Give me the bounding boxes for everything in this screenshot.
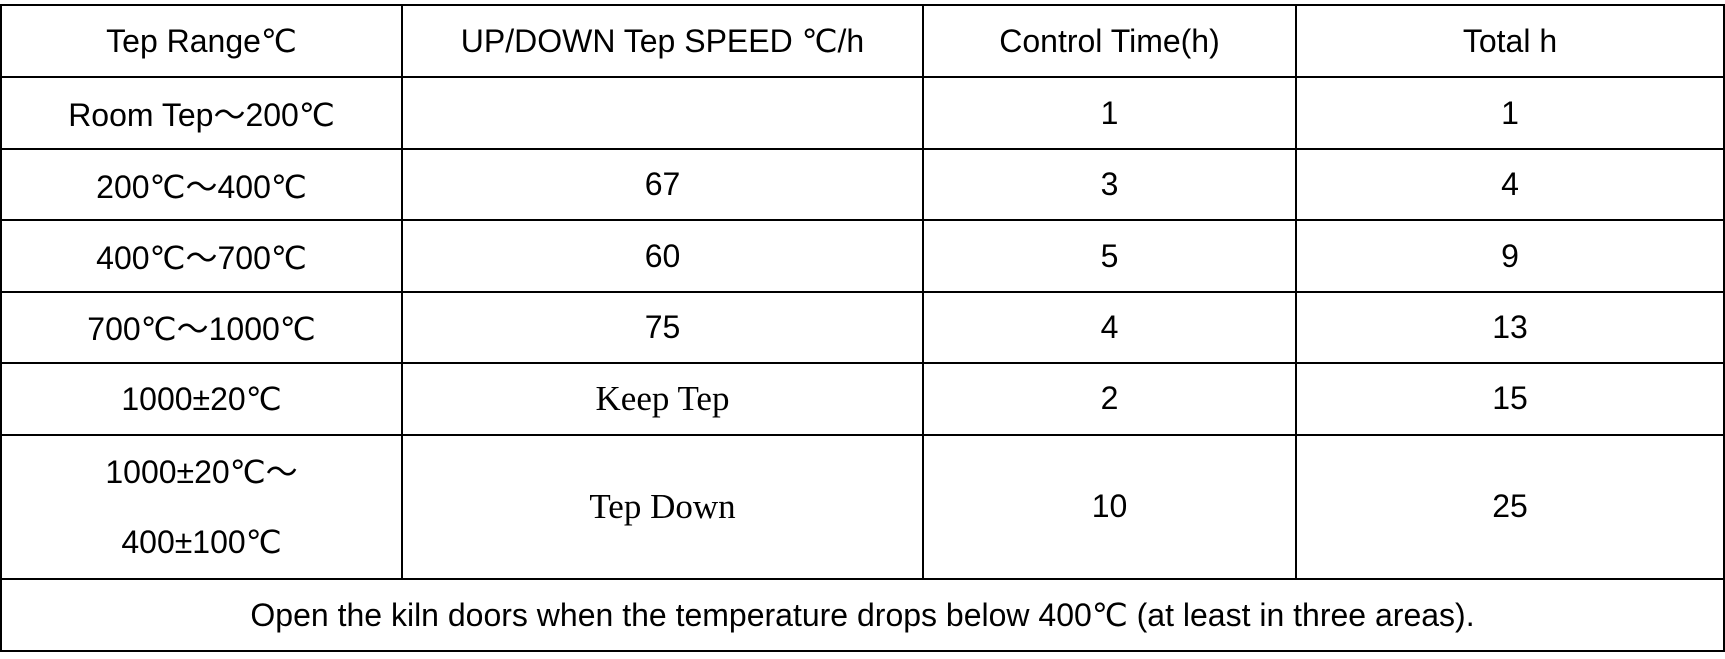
cell-total-hours: 13 [1295,290,1725,365]
kiln-firing-schedule: Tep Range℃ UP/DOWN Tep SPEED ℃/h Control… [0,3,1725,653]
table-row: 200℃～400℃ 67 3 4 [0,147,1725,222]
cell-control-time: 5 [922,219,1297,293]
cell-temperature-range: 400℃～700℃ [0,219,403,293]
table-row: 700℃～1000℃ 75 4 13 [0,290,1725,365]
table-row: 400℃～700℃ 60 5 9 [0,219,1725,293]
cell-speed: 67 [401,147,924,222]
cell-temperature-range: 1000±20℃ [0,362,403,436]
footer-note: Open the kiln doors when the temperature… [0,577,1725,653]
header-control-time: Control Time(h) [922,3,1297,79]
cell-temperature-range: 700℃～1000℃ [0,290,403,365]
cell-total-hours: 25 [1295,433,1725,580]
range-line-2: 400±100℃ [121,523,282,560]
cell-control-time: 4 [922,290,1297,365]
cell-temperature-range: 1000±20℃～ 400±100℃ [0,433,403,580]
cell-speed: 60 [401,219,924,293]
table-row: 1000±20℃ Keep Tep 2 15 [0,362,1725,436]
header-total-hours: Total h [1295,3,1725,79]
cell-speed [401,76,924,150]
header-speed: UP/DOWN Tep SPEED ℃/h [401,3,924,79]
cell-speed: Keep Tep [401,362,924,436]
header-temperature-range: Tep Range℃ [0,3,403,79]
cell-control-time: 1 [922,76,1297,150]
cell-speed: Tep Down [401,433,924,580]
cell-total-hours: 9 [1295,219,1725,293]
temperature-range-two-line: 1000±20℃～ 400±100℃ [105,437,297,577]
cell-total-hours: 1 [1295,76,1725,150]
cell-control-time: 3 [922,147,1297,222]
table-row: 1000±20℃～ 400±100℃ Tep Down 10 25 [0,433,1725,580]
cell-total-hours: 4 [1295,147,1725,222]
table-row: Room Tep～200℃ 1 1 [0,76,1725,150]
cell-speed: 75 [401,290,924,365]
cell-control-time: 10 [922,433,1297,580]
firing-schedule-table: Tep Range℃ UP/DOWN Tep SPEED ℃/h Control… [0,3,1725,653]
cell-temperature-range: 200℃～400℃ [0,147,403,222]
range-line-1: 1000±20℃～ [105,453,298,490]
footer-row: Open the kiln doors when the temperature… [0,577,1725,653]
cell-control-time: 2 [922,362,1297,436]
cell-total-hours: 15 [1295,362,1725,436]
header-row: Tep Range℃ UP/DOWN Tep SPEED ℃/h Control… [0,3,1725,79]
cell-temperature-range: Room Tep～200℃ [0,76,403,150]
